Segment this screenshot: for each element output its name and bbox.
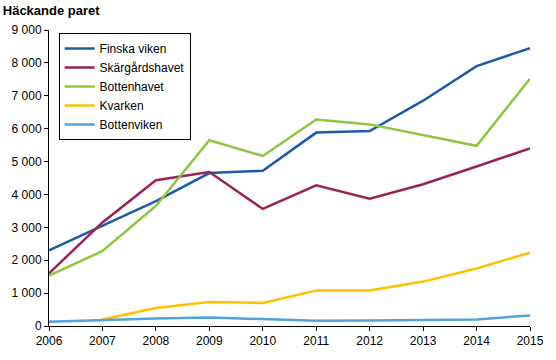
svg-text:Kvarken: Kvarken: [100, 99, 144, 113]
svg-text:2007: 2007: [89, 334, 116, 348]
svg-text:0: 0: [35, 319, 42, 333]
svg-text:2 000: 2 000: [12, 253, 42, 267]
svg-text:8 000: 8 000: [12, 56, 42, 70]
svg-text:2014: 2014: [463, 334, 490, 348]
svg-text:Skärgårdshavet: Skärgårdshavet: [100, 61, 185, 75]
svg-text:2012: 2012: [356, 334, 383, 348]
svg-text:1 000: 1 000: [12, 286, 42, 300]
svg-text:7 000: 7 000: [12, 89, 42, 103]
svg-text:2013: 2013: [410, 334, 437, 348]
svg-text:2015: 2015: [517, 334, 544, 348]
svg-text:6 000: 6 000: [12, 122, 42, 136]
svg-text:2008: 2008: [143, 334, 170, 348]
svg-text:2011: 2011: [303, 334, 329, 348]
svg-text:4 000: 4 000: [12, 188, 42, 202]
svg-text:Bottenviken: Bottenviken: [100, 118, 163, 132]
svg-text:2009: 2009: [196, 334, 223, 348]
svg-text:2006: 2006: [36, 334, 63, 348]
svg-text:Bottenhavet: Bottenhavet: [100, 80, 165, 94]
svg-text:Häckande paret: Häckande paret: [3, 3, 100, 18]
svg-text:Finska viken: Finska viken: [100, 42, 167, 56]
svg-text:5 000: 5 000: [12, 155, 42, 169]
svg-text:2010: 2010: [249, 334, 276, 348]
svg-text:3 000: 3 000: [12, 221, 42, 235]
svg-text:9 000: 9 000: [12, 23, 42, 37]
